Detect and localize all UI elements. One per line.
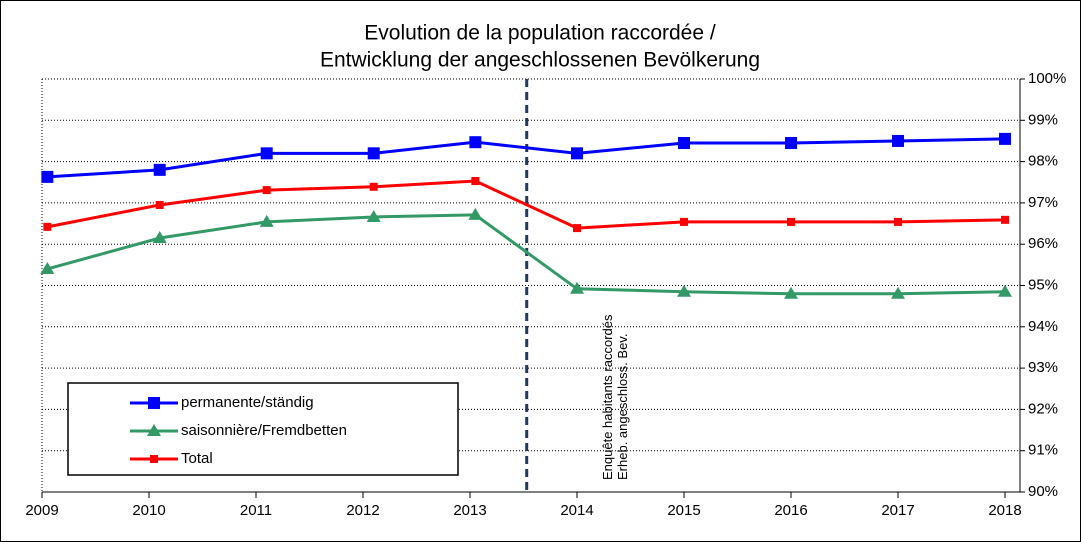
marker bbox=[155, 200, 164, 209]
annotation: Enquête habitants raccordés Erheb. angesc… bbox=[600, 314, 630, 480]
x-tick-label: 2015 bbox=[667, 502, 700, 519]
y-tick-label: 96% bbox=[1028, 235, 1058, 252]
legend-label: saisonnière/Fremdbetten bbox=[181, 422, 347, 439]
x-tick-label: 2016 bbox=[774, 502, 807, 519]
y-tick-label: 91% bbox=[1028, 442, 1058, 459]
marker bbox=[150, 455, 158, 463]
marker bbox=[41, 170, 54, 183]
marker bbox=[43, 222, 52, 231]
series-line bbox=[47, 137, 1006, 179]
chart-title: Entwicklung der angeschlossenen Bevölker… bbox=[320, 49, 760, 72]
y-tick-label: 97% bbox=[1028, 194, 1058, 211]
marker bbox=[259, 214, 274, 227]
marker bbox=[784, 286, 799, 299]
x-tick-label: 2011 bbox=[240, 502, 272, 519]
chart-title: Evolution de la population raccordée / bbox=[364, 22, 716, 45]
y-tick-label: 94% bbox=[1028, 318, 1058, 335]
legend-label: Total bbox=[181, 450, 213, 467]
marker bbox=[147, 424, 161, 436]
x-tick-label: 2009 bbox=[25, 502, 58, 519]
y-tick-label: 100% bbox=[1028, 70, 1066, 87]
x-tick-label: 2018 bbox=[988, 502, 1021, 519]
y-tick-label: 90% bbox=[1028, 483, 1058, 500]
marker bbox=[1001, 215, 1010, 224]
marker bbox=[40, 261, 55, 274]
marker bbox=[152, 231, 167, 244]
x-tick-label: 2017 bbox=[881, 502, 914, 519]
annotation-text: Erheb. angeschloss. Bev. bbox=[615, 334, 630, 480]
marker bbox=[471, 177, 480, 186]
marker bbox=[785, 137, 798, 150]
x-tick-label: 2014 bbox=[560, 502, 593, 519]
y-tick-label: 98% bbox=[1028, 153, 1058, 170]
marker bbox=[894, 217, 903, 226]
marker bbox=[260, 147, 273, 160]
marker bbox=[891, 286, 906, 299]
marker bbox=[366, 209, 381, 222]
y-tick-label: 93% bbox=[1028, 359, 1058, 376]
marker bbox=[677, 284, 692, 297]
marker bbox=[367, 147, 380, 160]
legend-label: permanente/ständig bbox=[181, 394, 314, 411]
marker bbox=[573, 224, 582, 233]
marker bbox=[468, 207, 483, 220]
marker bbox=[680, 217, 689, 226]
x-tick-label: 2010 bbox=[132, 502, 165, 519]
marker bbox=[369, 182, 378, 191]
marker bbox=[571, 147, 584, 160]
series-line bbox=[47, 179, 1006, 230]
marker bbox=[892, 134, 905, 147]
marker bbox=[570, 281, 585, 294]
marker bbox=[262, 186, 271, 195]
x-tick-label: 2013 bbox=[453, 502, 486, 519]
marker bbox=[998, 284, 1013, 297]
marker bbox=[153, 163, 166, 176]
marker bbox=[678, 137, 691, 150]
y-tick-label: 95% bbox=[1028, 276, 1058, 293]
y-tick-label: 92% bbox=[1028, 400, 1058, 417]
annotation-text: Enquête habitants raccordés bbox=[600, 314, 615, 480]
x-tick-label: 2012 bbox=[346, 502, 379, 519]
marker bbox=[787, 217, 796, 226]
series-line bbox=[46, 213, 1006, 296]
y-tick-label: 99% bbox=[1028, 111, 1058, 128]
marker bbox=[999, 132, 1012, 145]
marker bbox=[469, 136, 482, 149]
marker bbox=[148, 397, 160, 409]
